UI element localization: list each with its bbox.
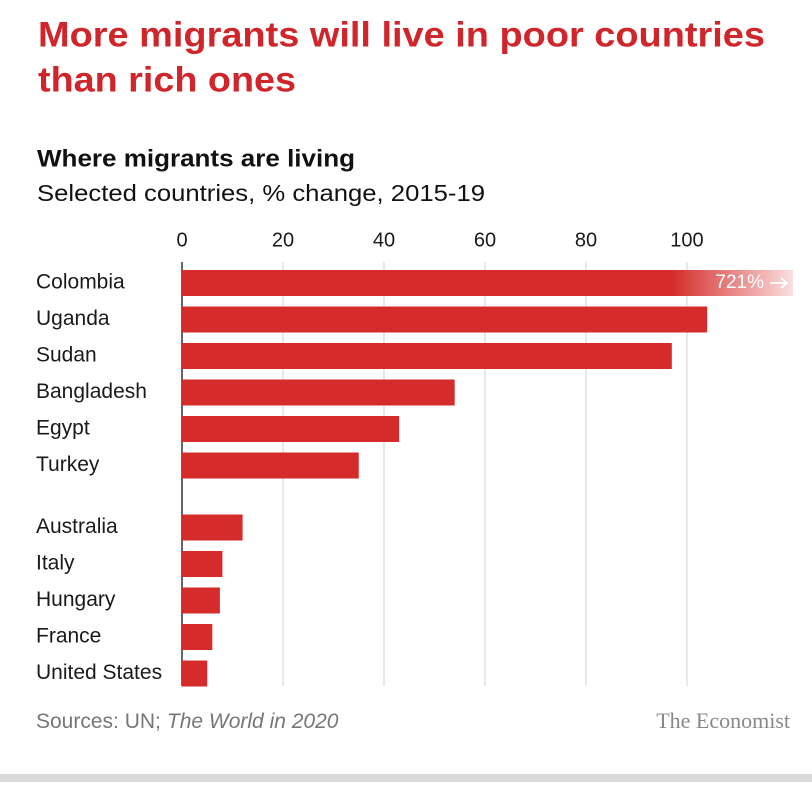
bar xyxy=(182,343,672,369)
bar xyxy=(182,306,708,333)
x-tick-label: 20 xyxy=(272,229,294,251)
bars xyxy=(182,270,793,687)
source-text: Sources: UN; xyxy=(36,710,161,733)
labels: 0 20 40 60 80 100 Colombia 721% Uganda Sudan Bangl… xyxy=(36,229,789,684)
source-italic: The World in 2020 xyxy=(167,710,339,733)
y-tick-label: United States xyxy=(36,661,162,684)
y-tick-label: Turkey xyxy=(36,453,100,476)
bar-fade xyxy=(182,270,793,296)
y-tick-label: Colombia xyxy=(36,271,125,294)
value-label: 721% xyxy=(715,272,764,293)
x-tick-label: 60 xyxy=(474,229,496,251)
grid xyxy=(181,262,688,686)
bar xyxy=(182,452,359,479)
y-tick-label: Sudan xyxy=(36,344,97,367)
brand: The Economist xyxy=(656,708,790,733)
x-tick-label: 100 xyxy=(670,229,703,251)
x-tick-label: 0 xyxy=(176,229,187,251)
source: Sources: UN; The World in 2020 xyxy=(36,710,339,733)
chart-subtitle: Where migrants are living xyxy=(37,145,355,172)
y-tick-label: Australia xyxy=(36,515,118,538)
bar xyxy=(182,587,220,614)
bar xyxy=(182,551,223,577)
overflow-arrow xyxy=(770,277,789,289)
x-tick-label: 80 xyxy=(575,229,597,251)
chart-title: More migrants will live in poor countrie… xyxy=(38,15,765,54)
bar xyxy=(182,514,243,541)
y-tick-label: Uganda xyxy=(36,307,110,330)
x-tick-label: 40 xyxy=(373,229,395,251)
y-tick-label: Hungary xyxy=(36,588,116,611)
axis-note: Selected countries, % change, 2015-19 xyxy=(37,180,485,206)
bar xyxy=(182,379,455,406)
y-tick-label: Egypt xyxy=(36,417,90,440)
bar xyxy=(182,624,213,650)
y-tick-label: Bangladesh xyxy=(36,380,147,403)
bar xyxy=(182,416,400,442)
bottom-border xyxy=(0,774,812,782)
bar xyxy=(182,660,208,687)
chart-title: than rich ones xyxy=(38,60,296,99)
y-tick-label: France xyxy=(36,625,101,648)
y-tick-label: Italy xyxy=(36,552,75,575)
